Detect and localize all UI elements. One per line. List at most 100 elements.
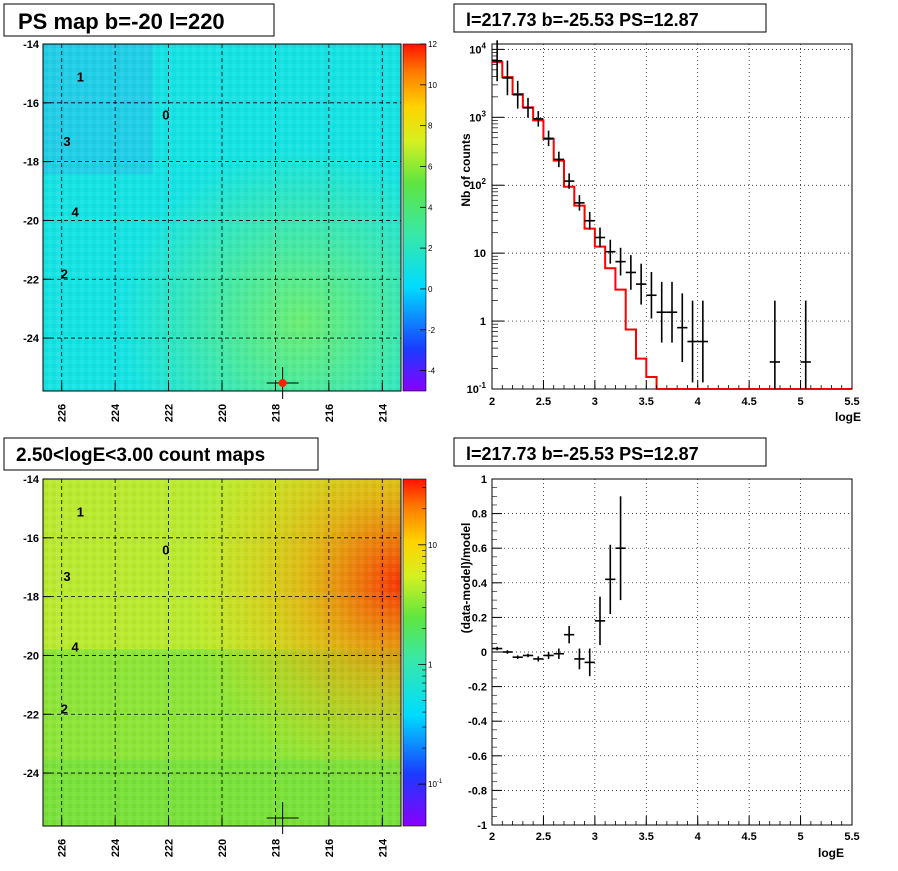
count-map-colorbar-ticks: 10 1 10-1 (418, 487, 443, 789)
y-tick-label--18: -18 (23, 592, 39, 604)
x-tick-label-226: 226 (57, 404, 69, 422)
x-tick-label-222: 222 (164, 839, 176, 857)
x-tick-label-218: 218 (270, 404, 282, 422)
ps-map-x-ticks: 226 224 222 220 218 216 214 (57, 383, 389, 422)
spectrum-x-ticks: 2 2.5 3 3.5 4 4.5 5 5.5 (489, 380, 860, 408)
x-tick-label-2: 2 (489, 396, 495, 408)
y-tick-label--24: -24 (23, 333, 40, 345)
x-tick-label-214: 214 (377, 838, 389, 857)
x-tick-label-5: 5 (798, 831, 804, 843)
spectrum-panel: l=217.73 b=-25.53 PS=12.87 2 2.5 3 3.5 4 4.5 5… (453, 3, 861, 424)
colorbar-label-1: 1 (428, 660, 433, 669)
source-label-0: 0 (162, 543, 169, 558)
colorbar-label-8: 8 (428, 122, 433, 131)
y-tick-label--0.8: -0.8 (468, 785, 487, 797)
y-tick-label-1: 1 (480, 316, 486, 328)
source-label-2: 2 (61, 266, 68, 281)
x-tick-label-216: 216 (324, 839, 336, 857)
colorbar-label--2: -2 (428, 326, 436, 335)
x-tick-label-4.5: 4.5 (741, 396, 756, 408)
x-tick-label-4.5: 4.5 (741, 831, 756, 843)
spectrum-title: l=217.73 b=-25.53 PS=12.87 (466, 10, 699, 30)
y-tick-label-0.8: 0.8 (472, 509, 487, 521)
ps-map-grid (43, 44, 401, 391)
y-tick-label--20: -20 (23, 650, 39, 662)
ps-map-colorbar-ticks: 12 10 8 6 4 2 0 -2 -4 (420, 40, 437, 376)
spectrum-title-box (453, 3, 767, 33)
colorbar-label-10: 10 (428, 541, 437, 550)
ps-map-y-ticks: -14 -16 -18 -20 -22 -24 (23, 39, 51, 345)
residual-title-box (453, 437, 767, 467)
y-tick-label-0.6: 0.6 (472, 543, 487, 555)
x-tick-label-2.5: 2.5 (536, 831, 551, 843)
x-tick-label-5.5: 5.5 (844, 831, 859, 843)
x-tick-label-2.5: 2.5 (536, 396, 551, 408)
residual-x-label: logE (818, 846, 844, 860)
x-tick-label-220: 220 (217, 404, 229, 422)
colorbar-label-0: 0 (428, 285, 433, 294)
y-tick-label-0: 0 (481, 647, 487, 659)
y-tick-label-10: 10 (474, 248, 486, 260)
y-tick-label--1: -1 (477, 820, 487, 832)
x-tick-label-220: 220 (217, 839, 229, 857)
source-label-0: 0 (162, 108, 169, 123)
colorbar-label-2: 2 (428, 244, 433, 253)
y-tick-label--20: -20 (23, 215, 39, 227)
count-map-grid (43, 479, 401, 826)
y-tick-label--0.2: -0.2 (468, 682, 487, 694)
y-tick-label--22: -22 (23, 274, 39, 286)
residual-panel: l=217.73 b=-25.53 PS=12.87 2 2.5 3 3.5 4 4.5 5… (453, 437, 860, 860)
y-tick-label--16: -16 (23, 98, 39, 110)
ps-map-title: PS map b=-20 l=220 (18, 9, 225, 34)
x-tick-label-3.5: 3.5 (639, 831, 654, 843)
colorbar-label-10: 10 (428, 81, 437, 90)
y-tick-label--24: -24 (23, 768, 40, 780)
source-label-4: 4 (71, 640, 79, 655)
x-tick-label-226: 226 (57, 839, 69, 857)
residual-x-ticks: 2 2.5 3 3.5 4 4.5 5 5.5 (489, 816, 860, 843)
y-tick-label-0.4: 0.4 (472, 578, 488, 590)
y-tick-label--16: -16 (23, 533, 39, 545)
source-label-2: 2 (61, 701, 68, 716)
y-tick-label--0.4: -0.4 (468, 716, 488, 728)
spectrum-y-ticks: 10-1 1 10 102 103 104 (467, 41, 504, 396)
colorbar-label-4: 4 (428, 203, 433, 212)
source-label-1: 1 (77, 504, 84, 519)
x-tick-label-3.5: 3.5 (639, 396, 654, 408)
y-tick-label-0.2: 0.2 (472, 612, 487, 624)
spectrum-y-label: Nb of counts (459, 133, 473, 207)
x-tick-label-5.5: 5.5 (844, 396, 859, 408)
count-map-title-box (3, 437, 319, 471)
y-tick-label-10^2: 102 (469, 177, 486, 192)
x-tick-label-3: 3 (592, 396, 598, 408)
x-tick-label-224: 224 (110, 403, 122, 422)
count-map-x-ticks: 226 224 222 220 218 216 214 (57, 818, 389, 857)
spectrum-grid (492, 44, 852, 389)
x-tick-label-224: 224 (110, 838, 122, 857)
y-tick-label--14: -14 (23, 474, 40, 486)
y-tick-label--14: -14 (23, 39, 40, 51)
spectrum-x-label: logE (835, 410, 861, 424)
x-tick-label-214: 214 (377, 403, 389, 422)
colorbar-label--4: -4 (428, 367, 436, 376)
count-map-colorbar (403, 479, 426, 826)
x-tick-label-222: 222 (164, 404, 176, 422)
residual-grid (492, 479, 852, 825)
x-tick-label-2: 2 (489, 831, 495, 843)
marker-hot-spot (278, 379, 287, 388)
residual-y-label: (data-model)/model (459, 523, 473, 634)
y-tick-label-10^4: 104 (469, 41, 486, 56)
source-label-1: 1 (77, 69, 84, 84)
count-map-y-ticks: -14 -16 -18 -20 -22 -24 (23, 474, 51, 780)
source-label-4: 4 (71, 205, 79, 220)
y-tick-label-1: 1 (481, 474, 487, 486)
ps-map-position-marker (266, 367, 299, 400)
source-label-3: 3 (63, 134, 70, 149)
y-tick-label-10^3: 103 (469, 109, 486, 124)
x-tick-label-4: 4 (695, 831, 702, 843)
residual-y-ticks: -1 -0.8 -0.6 -0.4 -0.2 0 0.2 0.4 0.6 0.8 1 (468, 474, 502, 832)
ps-map-colorbar (403, 44, 426, 391)
y-tick-label-10^-1: 10-1 (467, 381, 487, 396)
x-tick-label-218: 218 (270, 839, 282, 857)
